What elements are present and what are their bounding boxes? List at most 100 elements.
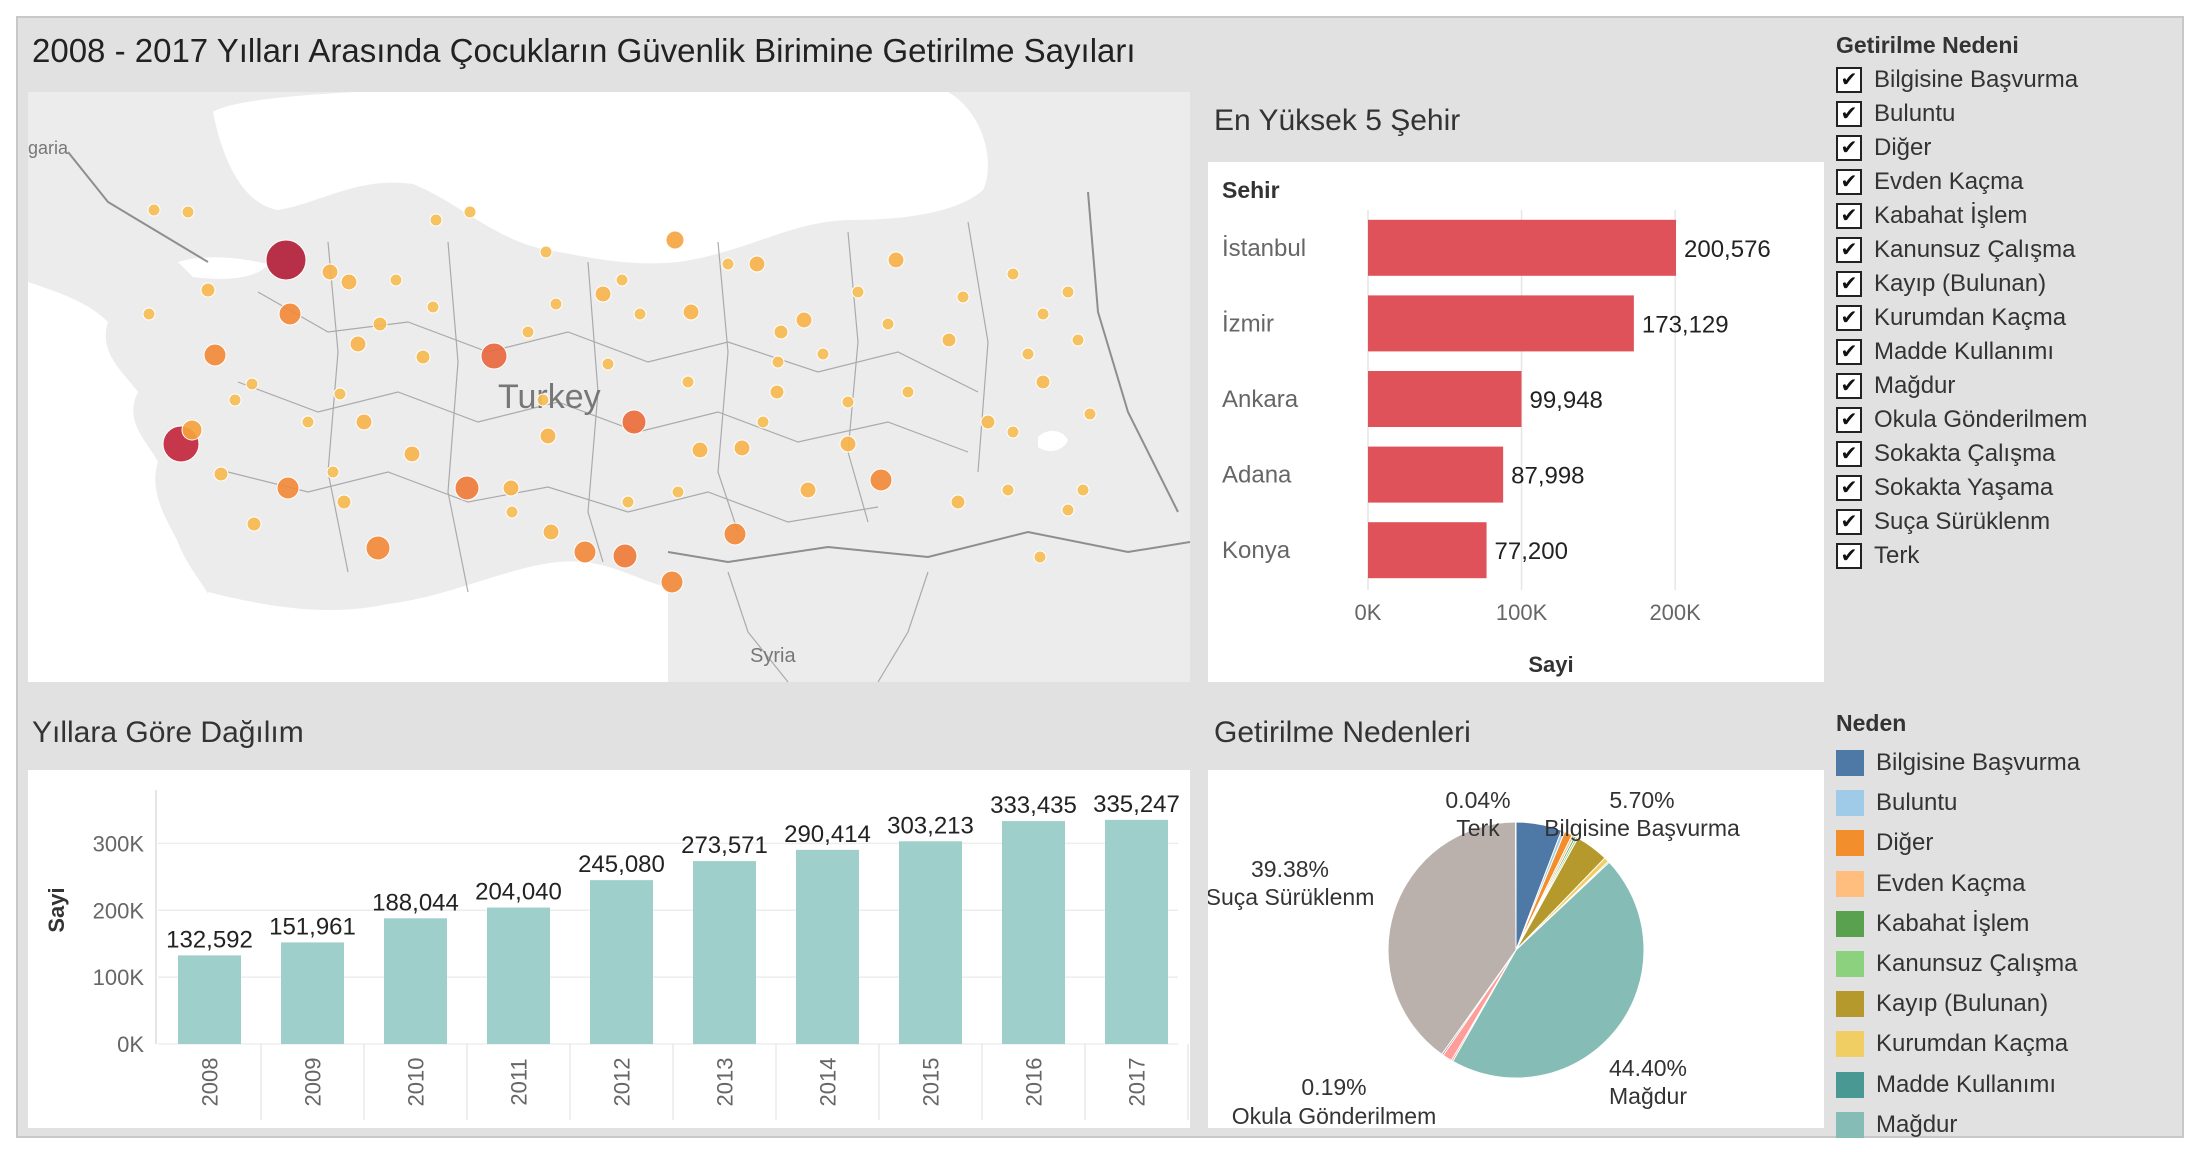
city-dot[interactable] [660, 570, 684, 594]
city-dot[interactable] [340, 273, 358, 291]
city-dot[interactable] [276, 476, 300, 500]
city-dot[interactable] [246, 516, 262, 532]
city-dot[interactable] [615, 273, 629, 287]
city-dot[interactable] [723, 522, 747, 546]
city-dot[interactable] [365, 535, 391, 561]
city-dot[interactable] [1001, 483, 1015, 497]
city-dot[interactable] [941, 332, 957, 348]
legend-item[interactable]: Kurumdan Kaçma [1836, 1024, 2166, 1064]
city-dot[interactable] [748, 255, 766, 273]
city-dot[interactable] [612, 543, 638, 569]
filter-item[interactable]: ✔ Kanunsuz Çalışma [1836, 233, 2156, 267]
filter-item[interactable]: ✔ Diğer [1836, 131, 2156, 165]
city-dot[interactable] [549, 297, 563, 311]
city-dot[interactable] [429, 213, 443, 227]
city-dot[interactable] [181, 205, 195, 219]
top5-bar[interactable] [1368, 522, 1487, 579]
checkbox-checked-icon[interactable]: ✔ [1836, 543, 1862, 569]
city-dot[interactable] [1006, 267, 1020, 281]
filter-item[interactable]: ✔ Okula Gönderilmem [1836, 403, 2156, 437]
filter-item[interactable]: ✔ Evden Kaçma [1836, 165, 2156, 199]
city-dot[interactable] [278, 302, 302, 326]
legend-item[interactable]: Kabahat İşlem [1836, 904, 2166, 944]
city-dot[interactable] [536, 393, 550, 407]
filter-item[interactable]: ✔ Terk [1836, 539, 2156, 573]
yearly-bar[interactable] [384, 918, 447, 1044]
city-dot[interactable] [1036, 307, 1050, 321]
yearly-bar[interactable] [178, 955, 241, 1044]
checkbox-checked-icon[interactable]: ✔ [1836, 475, 1862, 501]
top5-bar[interactable] [1368, 295, 1634, 352]
city-dot[interactable] [321, 263, 339, 281]
city-dot[interactable] [539, 427, 557, 445]
city-dot[interactable] [349, 335, 367, 353]
yearly-bar[interactable] [1002, 821, 1065, 1044]
city-dot[interactable] [1006, 425, 1020, 439]
city-dot[interactable] [682, 303, 700, 321]
city-dot[interactable] [355, 413, 373, 431]
checkbox-checked-icon[interactable]: ✔ [1836, 169, 1862, 195]
city-dot[interactable] [403, 445, 421, 463]
checkbox-checked-icon[interactable]: ✔ [1836, 67, 1862, 93]
legend-item[interactable]: Madde Kullanımı [1836, 1065, 2166, 1105]
filter-item[interactable]: ✔ Sokakta Yaşama [1836, 471, 2156, 505]
city-dot[interactable] [147, 203, 161, 217]
checkbox-checked-icon[interactable]: ✔ [1836, 407, 1862, 433]
legend-item[interactable]: Mağdur [1836, 1105, 2166, 1145]
legend-item[interactable]: Buluntu [1836, 783, 2166, 823]
top5-bar[interactable] [1368, 371, 1522, 427]
top5-bar[interactable] [1368, 446, 1504, 503]
yearly-bar[interactable] [590, 880, 653, 1044]
city-map[interactable]: Turkey Syria garia [28, 92, 1190, 682]
city-dot[interactable] [326, 465, 340, 479]
top5-bar[interactable] [1368, 219, 1677, 276]
city-dot[interactable] [733, 439, 751, 457]
city-dots[interactable] [142, 203, 1097, 594]
checkbox-checked-icon[interactable]: ✔ [1836, 135, 1862, 161]
city-dot[interactable] [1035, 374, 1051, 390]
checkbox-checked-icon[interactable]: ✔ [1836, 441, 1862, 467]
city-dot[interactable] [773, 324, 789, 340]
city-dot[interactable] [389, 273, 403, 287]
city-dot[interactable] [213, 466, 229, 482]
city-dot[interactable] [816, 347, 830, 361]
yearly-bar[interactable] [899, 841, 962, 1044]
city-dot[interactable] [542, 523, 560, 541]
city-dot[interactable] [851, 285, 865, 299]
city-dot[interactable] [691, 441, 709, 459]
city-dot[interactable] [181, 419, 203, 441]
filter-item[interactable]: ✔ Kayıp (Bulunan) [1836, 267, 2156, 301]
filter-item[interactable]: ✔ Bilgisine Başvurma [1836, 63, 2156, 97]
city-dot[interactable] [265, 239, 307, 281]
city-dot[interactable] [950, 494, 966, 510]
filter-item[interactable]: ✔ Kabahat İşlem [1836, 199, 2156, 233]
city-dot[interactable] [1033, 550, 1047, 564]
yearly-bar[interactable] [796, 849, 859, 1044]
legend-item[interactable]: Bilgisine Başvurma [1836, 743, 2166, 783]
city-dot[interactable] [521, 325, 535, 339]
city-dot[interactable] [621, 409, 647, 435]
filter-item[interactable]: ✔ Buluntu [1836, 97, 2156, 131]
city-dot[interactable] [633, 307, 647, 321]
city-dot[interactable] [799, 481, 817, 499]
city-dot[interactable] [336, 494, 352, 510]
city-dot[interactable] [245, 377, 259, 391]
city-dot[interactable] [795, 311, 813, 329]
city-dot[interactable] [841, 395, 855, 409]
city-dot[interactable] [594, 285, 612, 303]
city-dot[interactable] [839, 435, 857, 453]
city-dot[interactable] [463, 205, 477, 219]
city-dot[interactable] [200, 282, 216, 298]
legend-item[interactable]: Kanunsuz Çalışma [1836, 944, 2166, 984]
city-dot[interactable] [301, 415, 315, 429]
map-panel[interactable]: Turkey Syria garia [28, 92, 1190, 682]
city-dot[interactable] [1076, 483, 1090, 497]
city-dot[interactable] [601, 357, 615, 371]
yearly-bar[interactable] [693, 861, 756, 1044]
checkbox-checked-icon[interactable]: ✔ [1836, 101, 1862, 127]
city-dot[interactable] [415, 349, 431, 365]
legend-item[interactable]: Diğer [1836, 823, 2166, 863]
city-dot[interactable] [1061, 503, 1075, 517]
checkbox-checked-icon[interactable]: ✔ [1836, 373, 1862, 399]
city-dot[interactable] [671, 485, 685, 499]
